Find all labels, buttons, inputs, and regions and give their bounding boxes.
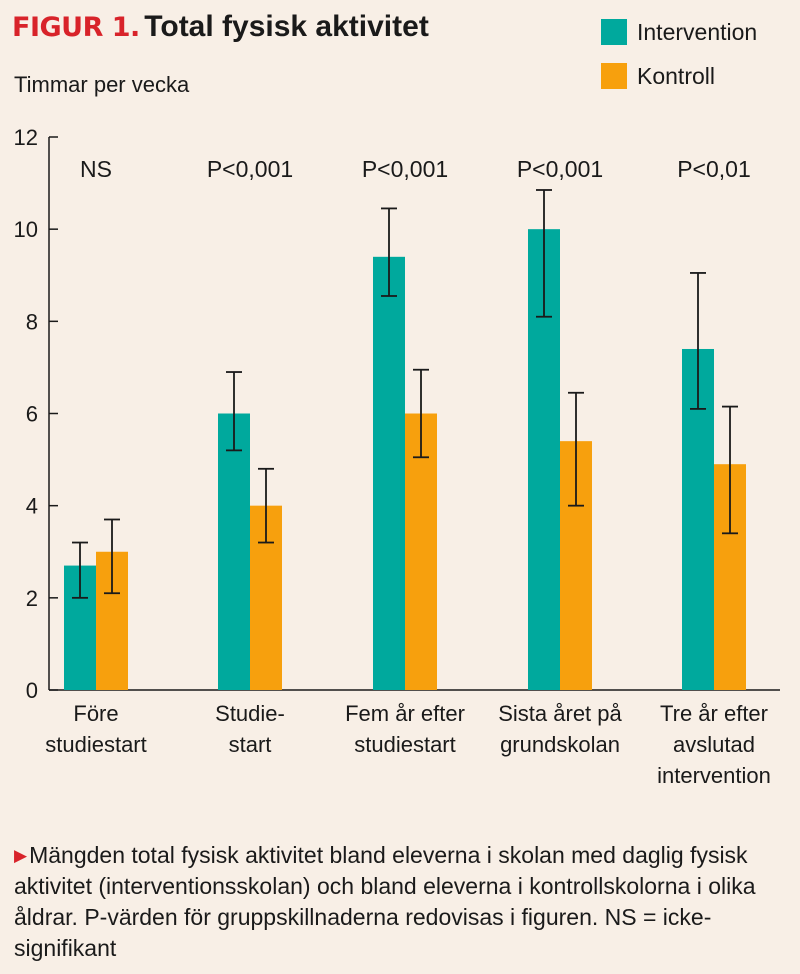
x-tick-label: avslutad (673, 732, 755, 757)
p-value-label: P<0,001 (207, 156, 293, 182)
caption: ▶Mängden total fysisk aktivitet bland el… (14, 840, 784, 964)
caption-arrow-icon: ▶ (14, 846, 28, 865)
legend-label-intervention: Intervention (637, 18, 758, 45)
x-tick-label: intervention (657, 763, 771, 788)
p-value-label: P<0,001 (362, 156, 448, 182)
y-tick-label: 10 (14, 217, 38, 242)
bar-intervention-2 (373, 256, 405, 690)
x-tick-label: Före (73, 701, 118, 726)
x-tick-label: Sista året på (498, 701, 622, 726)
y-tick-label: 12 (14, 125, 38, 150)
x-tick-label: Tre år efter (660, 701, 768, 726)
y-tick-label: 2 (26, 586, 38, 611)
p-value-label: P<0,01 (677, 156, 751, 182)
y-axis-label: Timmar per vecka (14, 72, 190, 97)
p-value-label: NS (80, 156, 112, 182)
figure-title: Total fysisk aktivitet (144, 10, 429, 43)
legend: Intervention Kontroll (601, 18, 757, 106)
figure-title-row: FIGUR 1. Total fysisk aktivitet (12, 10, 429, 50)
legend-item-intervention: Intervention (601, 18, 757, 46)
caption-text: Mängden total fysisk aktivitet bland ele… (14, 842, 756, 961)
bar-kontroll-2 (405, 413, 437, 690)
x-tick-label: Studie- (215, 701, 285, 726)
y-tick-label: 0 (26, 678, 38, 703)
y-tick-label: 8 (26, 309, 38, 334)
legend-swatch-kontroll (601, 63, 627, 89)
x-tick-label: studiestart (45, 732, 147, 757)
x-tick-label: studiestart (354, 732, 456, 757)
legend-swatch-intervention (601, 19, 627, 45)
x-tick-label: start (229, 732, 272, 757)
bar-chart: 0 2 4 6 8 10 12 NS Före studiestart P<0,001 Studie-… (14, 125, 780, 788)
y-tick-label: 6 (26, 402, 38, 427)
figure-label: FIGUR 1. (12, 12, 140, 43)
x-tick-label: Fem år efter (345, 701, 465, 726)
legend-label-kontroll: Kontroll (637, 62, 715, 89)
legend-item-kontroll: Kontroll (601, 62, 757, 90)
p-value-label: P<0,001 (517, 156, 603, 182)
bar-intervention-1 (218, 413, 250, 690)
y-tick-label: 4 (26, 494, 38, 519)
x-tick-label: grundskolan (500, 732, 620, 757)
